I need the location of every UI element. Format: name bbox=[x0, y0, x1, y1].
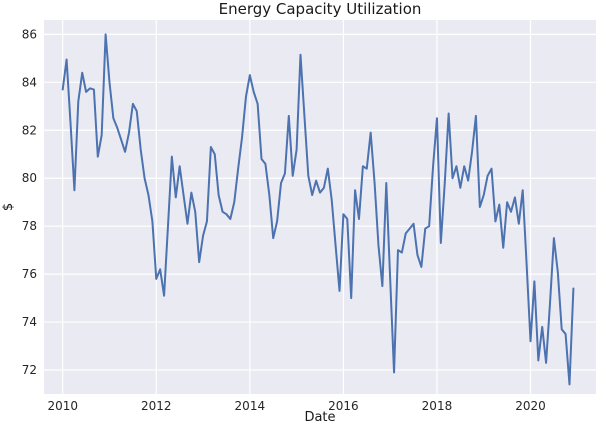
series-line bbox=[61, 33, 575, 386]
chart-title: Energy Capacity Utilization bbox=[219, 0, 422, 18]
x-tick-label: 2016 bbox=[328, 399, 359, 413]
y-tick-label: 76 bbox=[22, 267, 37, 281]
y-tick-label: 80 bbox=[22, 171, 37, 185]
x-axis-label: Date bbox=[304, 410, 335, 425]
y-tick-label: 82 bbox=[22, 123, 37, 137]
x-tick-label: 2018 bbox=[422, 399, 453, 413]
y-tick-label: 86 bbox=[22, 27, 37, 41]
y-axis-label: $ bbox=[1, 203, 16, 211]
series-layer bbox=[61, 33, 575, 386]
x-tick-label: 2012 bbox=[141, 399, 172, 413]
x-tick-label: 2020 bbox=[515, 399, 546, 413]
y-tick-label: 72 bbox=[22, 363, 37, 377]
x-tick-label: 2014 bbox=[235, 399, 266, 413]
x-tick-label: 2010 bbox=[47, 399, 78, 413]
y-tick-label: 74 bbox=[22, 315, 37, 329]
tick-labels: 72 74 76 78 80 82 84 86 2010 2012 2014 2016 2018 2020 bbox=[22, 27, 546, 413]
y-tick-label: 78 bbox=[22, 219, 37, 233]
y-tick-label: 84 bbox=[22, 75, 37, 89]
